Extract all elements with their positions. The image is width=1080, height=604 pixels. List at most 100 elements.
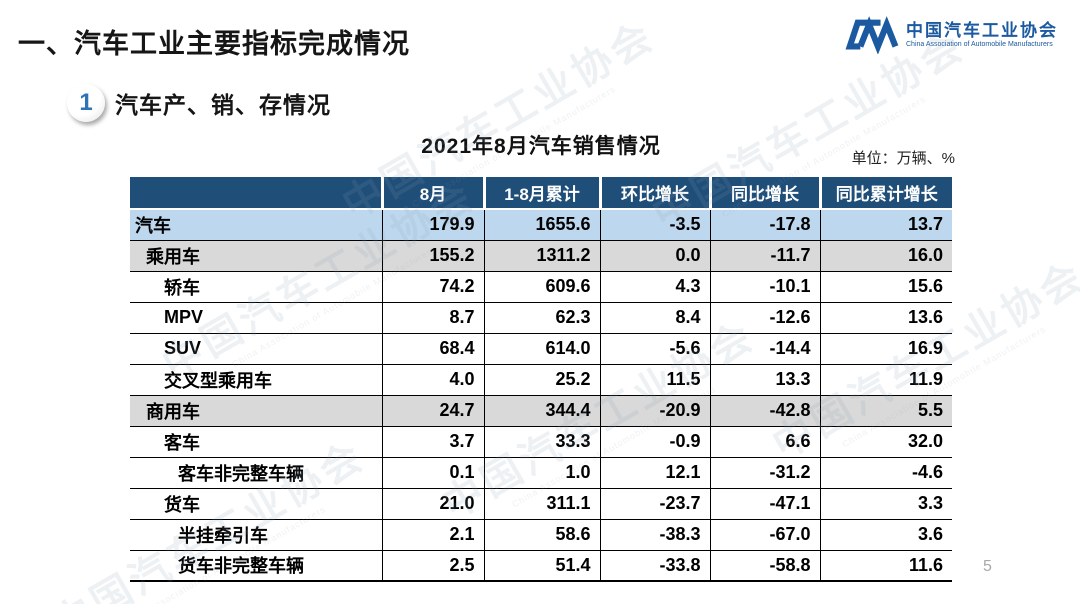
cell-value: -47.1 bbox=[709, 488, 820, 520]
header-cell-yoy-growth: 同比增长 bbox=[708, 177, 820, 210]
cell-value: 4.0 bbox=[381, 364, 484, 396]
cell-value: -23.7 bbox=[599, 488, 710, 520]
row-label: 货车非完整车辆 bbox=[130, 550, 382, 582]
row-label: 客车 bbox=[130, 426, 382, 458]
caam-logo-text: 中国汽车工业协会 China Association of Automobile… bbox=[906, 21, 1058, 49]
cell-value: -14.4 bbox=[709, 333, 820, 365]
table-header-row: 8月 1-8月累计 环比增长 同比增长 同比累计增长 bbox=[130, 177, 952, 210]
cell-value: 58.6 bbox=[483, 519, 600, 551]
cell-value: 13.3 bbox=[709, 364, 820, 396]
cell-value: -0.9 bbox=[599, 426, 710, 458]
cell-value: 15.6 bbox=[819, 271, 952, 303]
cell-value: -42.8 bbox=[709, 395, 820, 427]
cell-value: 1655.6 bbox=[483, 209, 600, 241]
header-cell-month: 8月 bbox=[380, 177, 484, 210]
cell-value: -20.9 bbox=[599, 395, 710, 427]
cell-value: 4.3 bbox=[599, 271, 710, 303]
table-row: MPV 8.7 62.3 8.4 -12.6 13.6 bbox=[130, 302, 952, 334]
cell-value: 12.1 bbox=[599, 457, 710, 489]
table-row: 客车非完整车辆 0.1 1.0 12.1 -31.2 -4.6 bbox=[130, 457, 952, 489]
table-row: 轿车 74.2 609.6 4.3 -10.1 15.6 bbox=[130, 271, 952, 303]
row-label: 轿车 bbox=[130, 271, 382, 303]
table-row: 商用车 24.7 344.4 -20.9 -42.8 5.5 bbox=[130, 395, 952, 427]
cell-value: 8.7 bbox=[381, 302, 484, 334]
cell-value: -3.5 bbox=[599, 209, 710, 241]
header-cell-category bbox=[130, 177, 382, 210]
cell-value: 24.7 bbox=[381, 395, 484, 427]
page-number: 5 bbox=[983, 558, 992, 575]
row-label: 半挂牵引车 bbox=[130, 519, 382, 551]
cell-value: 5.5 bbox=[819, 395, 952, 427]
cell-value: 3.6 bbox=[819, 519, 952, 551]
row-label: 客车非完整车辆 bbox=[130, 457, 382, 489]
caam-logo: 中国汽车工业协会 China Association of Automobile… bbox=[841, 16, 1058, 54]
table-row: 半挂牵引车 2.1 58.6 -38.3 -67.0 3.6 bbox=[130, 519, 952, 551]
table-title: 2021年8月汽车销售情况 bbox=[421, 135, 661, 158]
cell-value: 11.6 bbox=[819, 550, 952, 582]
cell-value: -38.3 bbox=[599, 519, 710, 551]
row-label: 交叉型乘用车 bbox=[130, 364, 382, 396]
cell-value: 614.0 bbox=[483, 333, 600, 365]
cell-value: 0.1 bbox=[381, 457, 484, 489]
cell-value: 16.0 bbox=[819, 240, 952, 272]
cell-value: -5.6 bbox=[599, 333, 710, 365]
cell-value: 179.9 bbox=[381, 209, 484, 241]
cell-value: 6.6 bbox=[709, 426, 820, 458]
section-heading: 1 汽车产、销、存情况 bbox=[67, 84, 331, 122]
cell-value: 609.6 bbox=[483, 271, 600, 303]
section-number-badge: 1 bbox=[67, 84, 105, 122]
row-label: 商用车 bbox=[130, 395, 382, 427]
cell-value: -33.8 bbox=[599, 550, 710, 582]
table-row: 乘用车 155.2 1311.2 0.0 -11.7 16.0 bbox=[130, 240, 952, 272]
sales-table: 8月 1-8月累计 环比增长 同比增长 同比累计增长 汽车 179.9 1655… bbox=[130, 177, 952, 582]
cell-value: 13.7 bbox=[819, 209, 952, 241]
unit-label: 单位：万辆、% bbox=[851, 150, 955, 167]
cell-value: 33.3 bbox=[483, 426, 600, 458]
cell-value: -58.8 bbox=[709, 550, 820, 582]
cell-value: -10.1 bbox=[709, 271, 820, 303]
cell-value: 311.1 bbox=[483, 488, 600, 520]
cell-value: 1311.2 bbox=[483, 240, 600, 272]
cell-value: -67.0 bbox=[709, 519, 820, 551]
cell-value: -17.8 bbox=[709, 209, 820, 241]
cell-value: 74.2 bbox=[381, 271, 484, 303]
section-title: 汽车产、销、存情况 bbox=[115, 92, 331, 118]
row-label: 汽车 bbox=[130, 209, 382, 241]
header-cell-yoy-cumulative-growth: 同比累计增长 bbox=[818, 177, 952, 210]
table-row: 交叉型乘用车 4.0 25.2 11.5 13.3 11.9 bbox=[130, 364, 952, 396]
table-row: 货车非完整车辆 2.5 51.4 -33.8 -58.8 11.6 bbox=[130, 550, 952, 582]
cell-value: 51.4 bbox=[483, 550, 600, 582]
cell-value: 16.9 bbox=[819, 333, 952, 365]
cell-value: 68.4 bbox=[381, 333, 484, 365]
logo-name-en: China Association of Automobile Manufact… bbox=[906, 40, 1053, 48]
logo-name-cn: 中国汽车工业协会 bbox=[906, 21, 1058, 41]
row-label: 乘用车 bbox=[130, 240, 382, 272]
cell-value: 21.0 bbox=[381, 488, 484, 520]
cell-value: 1.0 bbox=[483, 457, 600, 489]
table-row: 货车 21.0 311.1 -23.7 -47.1 3.3 bbox=[130, 488, 952, 520]
row-label: 货车 bbox=[130, 488, 382, 520]
cell-value: 2.1 bbox=[381, 519, 484, 551]
row-label: MPV bbox=[130, 302, 382, 334]
cell-value: 25.2 bbox=[483, 364, 600, 396]
table-row: 汽车 179.9 1655.6 -3.5 -17.8 13.7 bbox=[130, 209, 952, 241]
cell-value: -11.7 bbox=[709, 240, 820, 272]
page-title: 一、汽车工业主要指标完成情况 bbox=[18, 29, 410, 59]
cell-value: 8.4 bbox=[599, 302, 710, 334]
table-row: 客车 3.7 33.3 -0.9 6.6 32.0 bbox=[130, 426, 952, 458]
cell-value: 11.9 bbox=[819, 364, 952, 396]
caam-logo-icon bbox=[845, 16, 899, 54]
table-row: SUV 68.4 614.0 -5.6 -14.4 16.9 bbox=[130, 333, 952, 365]
cell-value: 155.2 bbox=[381, 240, 484, 272]
row-label: SUV bbox=[130, 333, 382, 365]
cell-value: 3.3 bbox=[819, 488, 952, 520]
cell-value: 344.4 bbox=[483, 395, 600, 427]
cell-value: 2.5 bbox=[381, 550, 484, 582]
cell-value: 32.0 bbox=[819, 426, 952, 458]
cell-value: 11.5 bbox=[599, 364, 710, 396]
cell-value: 3.7 bbox=[381, 426, 484, 458]
cell-value: 0.0 bbox=[599, 240, 710, 272]
header-cell-mom-growth: 环比增长 bbox=[598, 177, 710, 210]
cell-value: 13.6 bbox=[819, 302, 952, 334]
